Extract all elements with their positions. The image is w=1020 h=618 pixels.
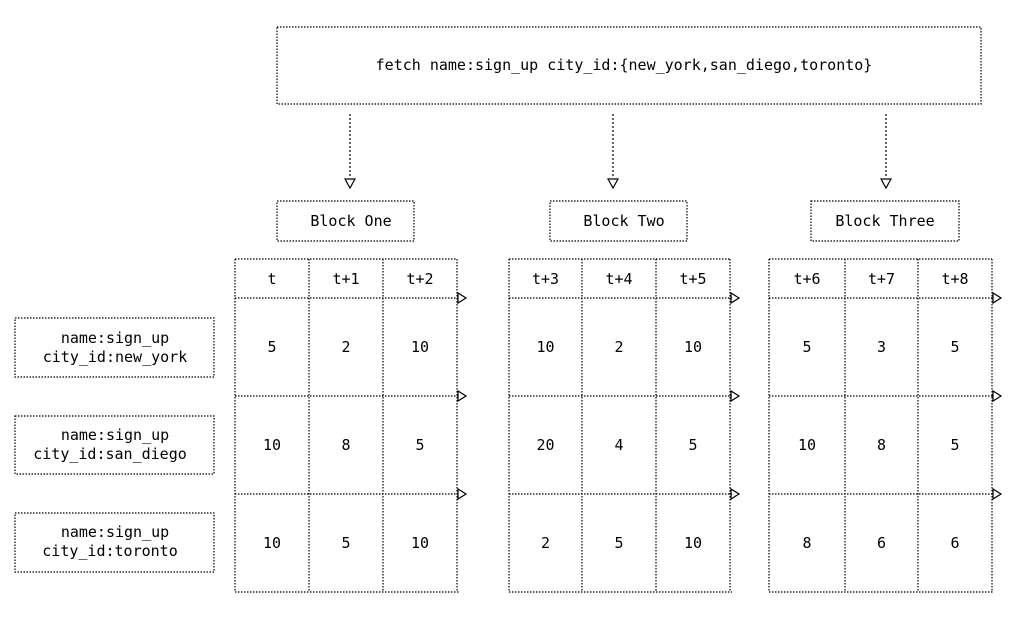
block-one-label-box: Block One xyxy=(276,200,415,242)
block-one-cell-san-diego: 10 xyxy=(263,436,281,454)
block-two-cell-san-diego: 5 xyxy=(688,436,697,454)
fetch-arrowhead-block-three xyxy=(879,178,893,190)
series-san-diego-city: city_id:san_diego xyxy=(33,445,187,463)
block-two-cell-new-york: 2 xyxy=(614,338,623,356)
block-two-column-header: t+3 xyxy=(532,270,559,288)
series-label-toronto: name:sign_up city_id:toronto xyxy=(14,512,215,573)
block-one-cell-san-diego: 5 xyxy=(415,436,424,454)
block-one-label: Block One xyxy=(310,212,391,230)
block-two-cell-new-york: 10 xyxy=(684,338,702,356)
series-toronto-name: name:sign_up xyxy=(61,523,169,541)
block-three-column-header: t+7 xyxy=(868,270,895,288)
block-two-column-header: t+5 xyxy=(679,270,706,288)
block-one-time-arrowhead xyxy=(457,487,468,501)
block-one-grid: t t+1 t+2 5 2 10 10 8 5 10 5 10 xyxy=(234,258,468,593)
block-two-cell-toronto: 10 xyxy=(684,534,702,552)
block-three-cell-toronto: 6 xyxy=(950,534,959,552)
series-new-york-name: name:sign_up xyxy=(61,329,169,347)
block-one-time-arrowhead xyxy=(457,291,468,305)
block-one-cell-toronto: 10 xyxy=(411,534,429,552)
block-one-column-header: t+2 xyxy=(406,270,433,288)
block-two-time-arrowhead xyxy=(730,291,741,305)
block-one-cell-toronto: 10 xyxy=(263,534,281,552)
fetch-arrowhead-block-one xyxy=(343,178,357,190)
block-one-cell-toronto: 5 xyxy=(341,534,350,552)
block-two-cell-san-diego: 20 xyxy=(536,436,554,454)
block-three-cell-new-york: 3 xyxy=(877,338,886,356)
block-one-cell-new-york: 10 xyxy=(411,338,429,356)
series-san-diego-name: name:sign_up xyxy=(61,426,169,444)
block-three-cell-new-york: 5 xyxy=(802,338,811,356)
block-three-cell-toronto: 8 xyxy=(802,534,811,552)
block-two-cell-new-york: 10 xyxy=(536,338,554,356)
fetch-arrows xyxy=(343,114,893,190)
block-two-label-box: Block Two xyxy=(549,200,688,242)
block-two-time-arrowhead xyxy=(730,487,741,501)
block-three-grid: t+6 t+7 t+8 5 3 5 10 8 5 8 6 6 xyxy=(768,258,1003,593)
block-two-column-header: t+4 xyxy=(605,270,632,288)
block-three-cell-san-diego: 10 xyxy=(798,436,816,454)
block-three-time-arrowhead xyxy=(992,487,1003,501)
block-two-cell-toronto: 5 xyxy=(614,534,623,552)
block-three-cell-toronto: 6 xyxy=(877,534,886,552)
series-new-york-city: city_id:new_york xyxy=(43,348,188,366)
block-three-cell-san-diego: 5 xyxy=(950,436,959,454)
block-three-cell-new-york: 5 xyxy=(950,338,959,356)
series-label-san-diego: name:sign_up city_id:san_diego xyxy=(14,415,215,475)
block-one-cell-san-diego: 8 xyxy=(341,436,350,454)
block-three-label: Block Three xyxy=(835,212,934,230)
block-three-time-arrowhead xyxy=(992,389,1003,403)
block-one-cell-new-york: 2 xyxy=(341,338,350,356)
block-two-grid: t+3 t+4 t+5 10 2 10 20 4 5 2 5 10 xyxy=(508,258,741,593)
block-one-time-arrowhead xyxy=(457,389,468,403)
block-one-cell-new-york: 5 xyxy=(267,338,276,356)
series-label-new-york: name:sign_up city_id:new_york xyxy=(14,317,215,378)
block-one-column-header: t+1 xyxy=(332,270,359,288)
block-three-cell-san-diego: 8 xyxy=(877,436,886,454)
block-one-column-header: t xyxy=(267,270,276,288)
query-box xyxy=(276,26,982,105)
block-two-label: Block Two xyxy=(583,212,664,230)
block-two-cell-toronto: 2 xyxy=(541,534,550,552)
query-text: fetch name:sign_up city_id:{new_york,san… xyxy=(376,56,873,74)
block-two-cell-san-diego: 4 xyxy=(614,436,623,454)
series-toronto-city: city_id:toronto xyxy=(42,542,177,560)
block-two-time-arrowhead xyxy=(730,389,741,403)
block-three-time-arrowhead xyxy=(992,291,1003,305)
block-three-column-header: t+6 xyxy=(793,270,820,288)
fetch-arrowhead-block-two xyxy=(606,178,620,190)
block-three-column-header: t+8 xyxy=(941,270,968,288)
block-three-label-box: Block Three xyxy=(810,200,960,242)
block-grids: t t+1 t+2 5 2 10 10 8 5 10 5 10 t+3 t+4 t+5 10 2 10 20 4 5 2 5… xyxy=(234,258,1003,593)
